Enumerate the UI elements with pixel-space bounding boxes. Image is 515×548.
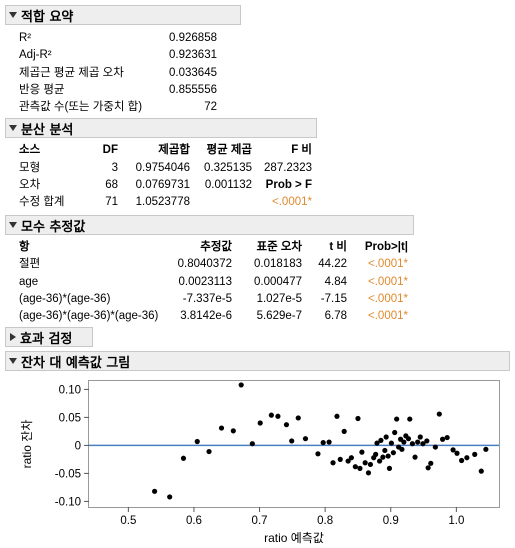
x-tick-label: 0.8 [317, 515, 333, 527]
summary-header[interactable]: 적합 요약 [5, 5, 241, 25]
params-term: 절편 [19, 258, 41, 270]
effects-header[interactable]: 효과 검정 [5, 327, 93, 347]
params-est: 3.8142e-6 [180, 310, 232, 322]
params-se: 0.018183 [254, 258, 302, 270]
anova-header[interactable]: 분산 분석 [5, 118, 317, 138]
summary-value-mean: 0.855556 [169, 84, 217, 96]
anova-prob-label: Prob > F [265, 179, 312, 191]
params-col-se: 표준 오차 [256, 241, 302, 253]
anova-df: 3 [111, 162, 118, 174]
params-header[interactable]: 모수 추정값 [5, 215, 414, 235]
anova-col-df: DF [102, 144, 118, 156]
anova-ms: 0.001132 [204, 179, 252, 191]
params-est: 0.0023113 [178, 276, 232, 288]
anova-col-ms: 평균 제곱 [206, 144, 252, 156]
x-axis: 0.5 0.6 0.7 0.8 0.9 1.0 [120, 507, 464, 527]
params-se: 5.629e-7 [256, 310, 302, 322]
params-se: 1.027e-5 [256, 293, 302, 305]
params-term: (age-36)*(age-36)*(age-36) [19, 310, 159, 322]
anova-df: 68 [105, 179, 118, 191]
summary-value-n: 72 [204, 101, 217, 113]
anova-col-f: F 비 [291, 144, 312, 156]
disclosure-open-icon[interactable] [9, 222, 17, 228]
y-axis: 0.10 0.05 0 -0.05 -0.10 [55, 384, 89, 508]
anova-ss: 0.0769731 [135, 179, 190, 191]
y-tick-label: -0.10 [55, 496, 81, 508]
params-p: <.0001* [368, 258, 408, 270]
params-est: 0.8040372 [177, 258, 232, 270]
params-se: 0.000477 [254, 276, 302, 288]
params-col-est: 추정값 [200, 241, 232, 253]
summary-value-adj-r2: 0.923631 [169, 49, 217, 61]
x-tick-label: 0.9 [383, 515, 399, 527]
summary-label-adj-r2: Adj-R² [19, 49, 52, 61]
params-title: 모수 추정값 [21, 219, 86, 235]
disclosure-open-icon[interactable] [9, 358, 17, 364]
y-tick-label: -0.05 [55, 468, 81, 480]
anova-title: 분산 분석 [21, 122, 74, 138]
params-col-term: 항 [19, 241, 30, 253]
params-term: (age-36)*(age-36) [19, 293, 111, 305]
anova-source: 오차 [19, 179, 41, 191]
summary-value-rmse: 0.033645 [169, 67, 217, 79]
params-term: age [19, 276, 39, 288]
anova-source: 모형 [19, 162, 41, 174]
disclosure-open-icon[interactable] [9, 12, 17, 18]
y-tick-label: 0.10 [59, 384, 81, 396]
summary-label-r2: R² [19, 32, 32, 44]
anova-col-ss: 제곱합 [158, 144, 190, 156]
anova-prob-value: <.0001* [272, 196, 312, 208]
params-col-p: Prob>|t| [364, 241, 408, 253]
params-p: <.0001* [368, 276, 408, 288]
params-est: -7.337e-5 [182, 293, 232, 305]
anova-source: 수정 합계 [19, 196, 65, 208]
anova-ss: 1.0523778 [135, 196, 190, 208]
disclosure-closed-icon[interactable] [10, 333, 16, 341]
anova-f: 287.2323 [264, 162, 312, 174]
disclosure-open-icon[interactable] [9, 125, 17, 131]
summary-label-rmse: 제곱근 평균 제곱 오차 [19, 67, 124, 79]
anova-ms: 0.325135 [204, 162, 252, 174]
summary-title: 적합 요약 [21, 9, 74, 25]
params-t: 4.84 [324, 276, 347, 288]
y-tick-label: 0 [75, 440, 81, 452]
params-t: 44.22 [318, 258, 347, 270]
params-t: -7.15 [320, 293, 347, 305]
summary-label-n: 관측값 수(또는 가중치 합) [19, 101, 143, 113]
x-axis-label: ratio 예측값 [264, 531, 324, 545]
summary-label-mean: 반응 평균 [19, 84, 65, 96]
y-axis-label: ratio 잔차 [20, 420, 34, 469]
residual-title: 잔차 대 예측값 그림 [21, 355, 131, 371]
summary-value-r2: 0.926858 [169, 32, 217, 44]
params-t: 6.78 [324, 310, 347, 322]
anova-ss: 0.9754046 [135, 162, 190, 174]
params-p: <.0001* [368, 293, 408, 305]
x-tick-label: 0.5 [120, 515, 136, 527]
anova-col-source: 소스 [19, 144, 41, 156]
params-p: <.0001* [368, 310, 408, 322]
y-tick-label: 0.05 [59, 412, 81, 424]
x-tick-label: 0.6 [186, 515, 202, 527]
x-tick-label: 1.0 [448, 515, 464, 527]
effects-title: 효과 검정 [20, 331, 73, 347]
x-tick-label: 0.7 [252, 515, 268, 527]
anova-df: 71 [105, 196, 118, 208]
plot-frame[interactable] [88, 380, 500, 508]
params-col-t: t 비 [329, 241, 347, 253]
residual-header[interactable]: 잔차 대 예측값 그림 [5, 351, 510, 371]
